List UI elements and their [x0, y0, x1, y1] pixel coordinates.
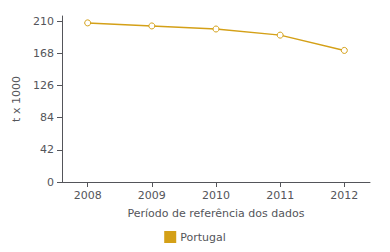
svg-text:2008: 2008 [74, 189, 102, 202]
svg-text:2012: 2012 [330, 189, 358, 202]
svg-text:84: 84 [40, 111, 54, 124]
svg-text:2010: 2010 [202, 189, 230, 202]
svg-text:2011: 2011 [266, 189, 294, 202]
svg-text:2009: 2009 [138, 189, 166, 202]
svg-text:0: 0 [47, 176, 54, 189]
svg-text:210: 210 [33, 15, 54, 28]
svg-text:168: 168 [33, 47, 54, 60]
svg-text:Portugal: Portugal [180, 231, 226, 244]
svg-text:42: 42 [40, 143, 54, 156]
svg-text:t x 1000: t x 1000 [10, 76, 23, 122]
svg-text:126: 126 [33, 79, 54, 92]
svg-text:Período de referência dos dado: Período de referência dos dados [128, 207, 305, 220]
